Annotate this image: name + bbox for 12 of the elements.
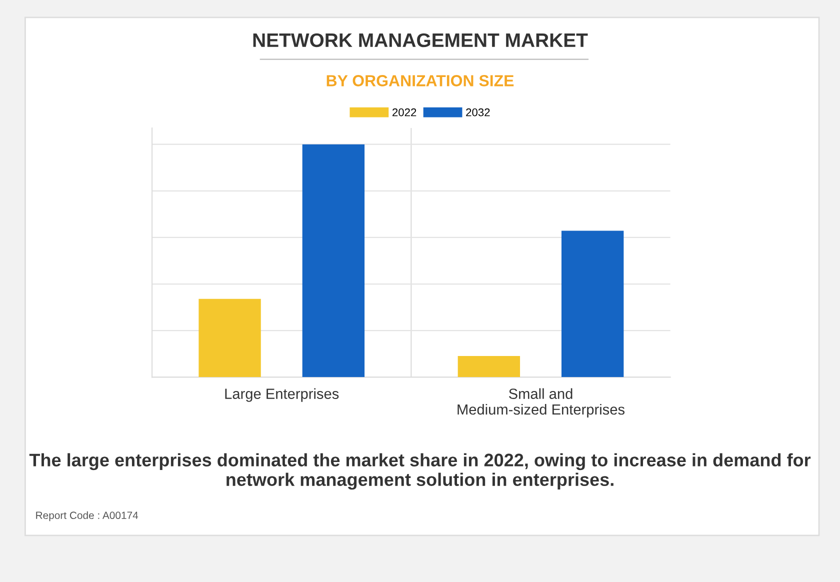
legend-label: 2032 xyxy=(466,108,490,116)
bar xyxy=(302,144,365,378)
chart-subtitle: BY ORGANIZATION SIZE xyxy=(326,75,514,86)
x-tick-label: Large Enterprises xyxy=(225,388,339,402)
legend-label: 2022 xyxy=(392,108,416,116)
text: Report Code : A00174 xyxy=(36,511,138,522)
chart-title: NETWORK MANAGEMENT MARKET xyxy=(253,33,588,48)
x-tick-label: Small and Medium-sized Enterprises xyxy=(458,388,625,418)
text: The large enterprises dominated the market share in 2022, owing to increase in demand for network management solution in enterprises. xyxy=(29,453,811,490)
bar xyxy=(458,356,520,378)
bar xyxy=(198,298,261,378)
bar xyxy=(561,230,624,378)
